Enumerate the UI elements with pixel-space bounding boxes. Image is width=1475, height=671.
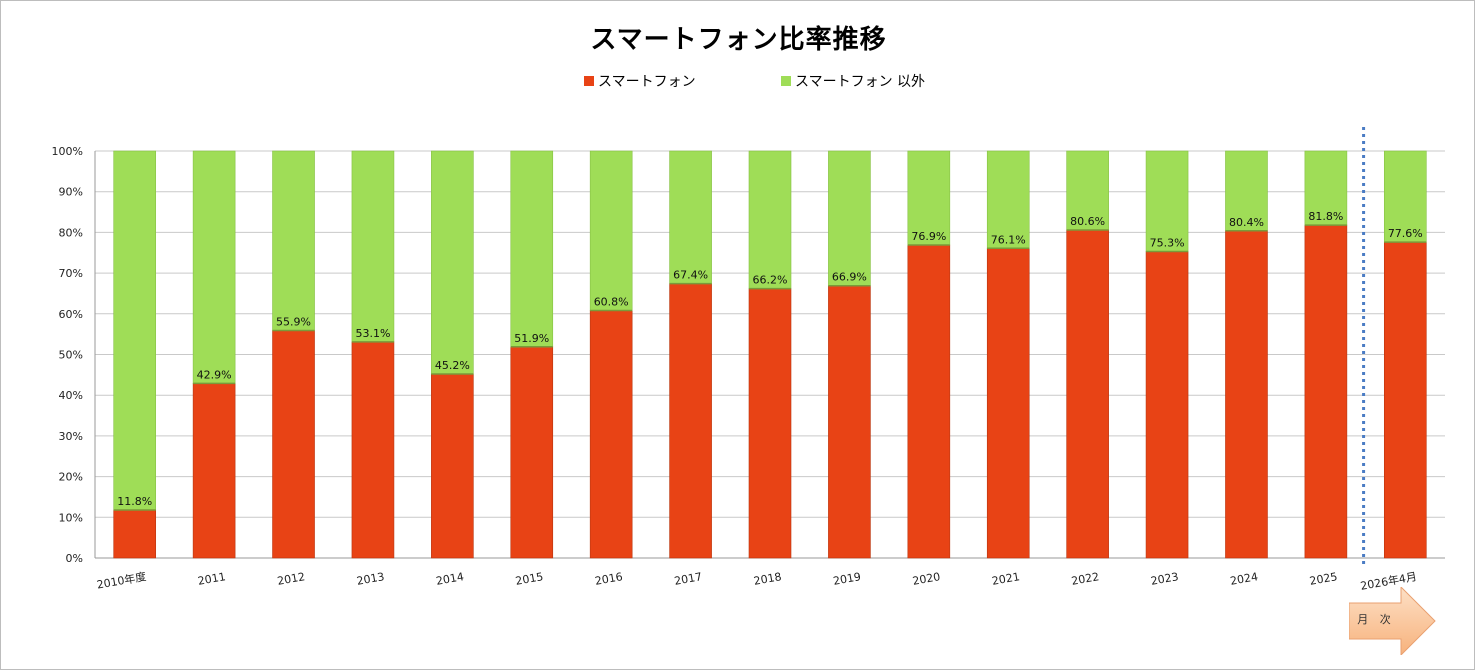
monthly-arrow-label: 月 次: [1357, 613, 1395, 626]
y-tick-label: 40%: [59, 389, 83, 402]
legend-label-smartphone: スマートフォン: [598, 74, 696, 90]
data-label: 67.4%: [673, 269, 708, 282]
data-label: 42.9%: [197, 368, 232, 381]
chart-title: スマートフォン比率推移: [590, 25, 887, 55]
data-label: 81.8%: [1308, 210, 1343, 223]
data-label: 66.2%: [753, 274, 788, 287]
y-tick-label: 100%: [52, 145, 83, 158]
bar-smartphone: [589, 310, 633, 559]
x-tick-label: 2010年度: [96, 569, 148, 591]
bar-smartphone: [828, 285, 871, 559]
bar-smartphone: [1145, 251, 1189, 559]
x-tick-label: 2012: [276, 570, 306, 588]
bar-smartphone: [748, 288, 792, 559]
data-label: 55.9%: [276, 315, 311, 328]
x-tick-label: 2025: [1309, 570, 1339, 588]
bar-non-smartphone: [986, 150, 1030, 249]
bar-smartphone: [1225, 230, 1268, 559]
bar-non-smartphone: [351, 150, 395, 343]
legend-item-smartphone: スマートフォン: [584, 71, 696, 91]
bar-smartphone: [986, 247, 1030, 559]
monthly-arrow-icon: [1349, 587, 1436, 655]
bar-smartphone: [113, 509, 157, 559]
data-label: 66.9%: [832, 271, 867, 284]
bar-non-smartphone: [1304, 150, 1348, 226]
x-tick-label: 2017: [673, 570, 703, 588]
legend-swatch-smartphone: [584, 76, 594, 86]
x-tick-label: 2019: [832, 570, 862, 588]
bar-non-smartphone: [907, 150, 951, 246]
y-tick-label: 0%: [66, 552, 83, 565]
data-label: 76.9%: [911, 230, 946, 243]
data-label: 80.6%: [1070, 215, 1105, 228]
bar-non-smartphone: [431, 150, 474, 375]
data-label: 80.4%: [1229, 216, 1264, 229]
data-label: 77.6%: [1388, 227, 1423, 240]
data-label: 75.3%: [1150, 237, 1185, 250]
x-tick-label: 2013: [356, 570, 386, 588]
bar-smartphone: [907, 244, 951, 559]
legend-label-non-smartphone: スマートフォン 以外: [795, 74, 926, 90]
data-label: 45.2%: [435, 359, 470, 372]
bar-non-smartphone: [113, 150, 157, 511]
x-tick-label: 2023: [1150, 570, 1180, 588]
y-tick-label: 20%: [59, 471, 83, 484]
data-label: 51.9%: [514, 332, 549, 345]
bar-smartphone: [1304, 224, 1348, 559]
x-tick-label: 2011: [197, 570, 227, 588]
y-tick-label: 60%: [59, 308, 83, 321]
y-tick-label: 80%: [59, 226, 83, 239]
bar-smartphone: [351, 341, 395, 559]
x-tick-label: 2020: [912, 570, 942, 588]
bar-non-smartphone: [669, 150, 712, 284]
y-tick-label: 70%: [59, 267, 83, 280]
bar-non-smartphone: [1383, 150, 1427, 243]
y-tick-label: 10%: [59, 511, 83, 524]
x-tick-label: 2022: [1070, 570, 1100, 588]
bar-smartphone: [1383, 241, 1427, 559]
x-tick-label: 2018: [753, 570, 783, 588]
bar-non-smartphone: [589, 150, 633, 311]
y-tick-label: 50%: [59, 349, 83, 362]
bar-smartphone: [669, 283, 712, 559]
x-tick-label: 2021: [991, 570, 1021, 588]
x-tick-label: 2016: [594, 570, 624, 588]
x-tick-label: 2024: [1229, 570, 1259, 588]
bar-non-smartphone: [828, 150, 871, 287]
data-label: 11.8%: [117, 495, 152, 508]
bar-non-smartphone: [510, 150, 554, 348]
bar-smartphone: [510, 346, 554, 559]
x-tick-label: 2014: [435, 570, 465, 588]
y-tick-label: 30%: [59, 430, 83, 443]
bar-non-smartphone: [272, 150, 315, 331]
bar-smartphone: [272, 330, 315, 559]
y-tick-label: 90%: [59, 186, 83, 199]
bar-smartphone: [1066, 229, 1109, 559]
x-tick-label: 2015: [514, 570, 544, 588]
data-label: 76.1%: [991, 233, 1026, 246]
legend-item-non-smartphone: スマートフォン 以外: [781, 71, 925, 91]
bar-non-smartphone: [192, 150, 236, 384]
data-label: 53.1%: [355, 327, 390, 340]
bar-non-smartphone: [748, 150, 792, 289]
legend-swatch-non-smartphone: [781, 76, 791, 86]
data-label: 60.8%: [594, 296, 629, 309]
bar-smartphone: [192, 383, 236, 559]
bar-non-smartphone: [1225, 150, 1268, 232]
bar-smartphone: [431, 373, 474, 559]
bar-non-smartphone: [1145, 150, 1189, 252]
